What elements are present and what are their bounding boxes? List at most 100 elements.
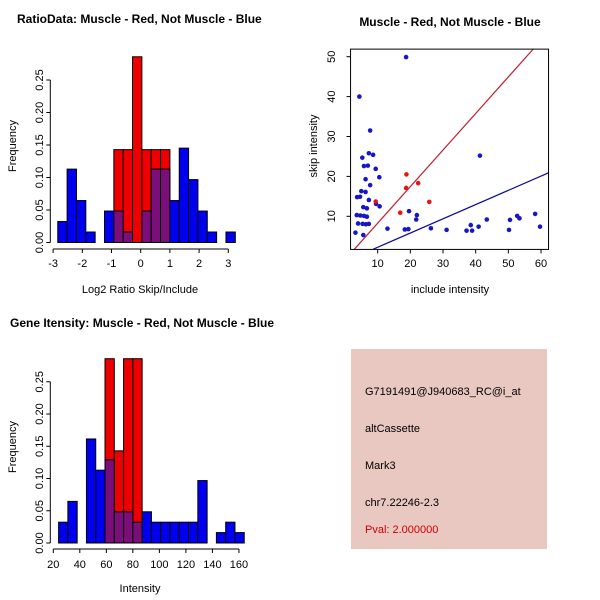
not-muscle-point [370, 152, 376, 158]
not-muscle-point [366, 150, 372, 156]
y-tick-label: 0.25 [34, 371, 46, 392]
x-tick-label: 140 [203, 559, 221, 571]
not-muscle-point [363, 176, 368, 182]
info-panel: G7191491@J940683_RC@i_at altCassette Mar… [351, 349, 547, 549]
scatter-ylabel: skip intensity [308, 114, 320, 178]
not-muscle-hist-bar [234, 532, 245, 544]
x-tick-label: 160 [230, 559, 248, 571]
intensity-scatter-plot: 10 20 30 40 50 60 10 20 30 40 50 [326, 48, 550, 270]
not-muscle-point [359, 188, 364, 194]
not-muscle-point [517, 215, 522, 221]
x-tick-label: 10 [372, 258, 384, 270]
not-muscle-hist-bar [160, 521, 171, 544]
not-muscle-point [476, 224, 481, 229]
not-muscle-hist-bar [225, 521, 236, 544]
overlap-hist-bar [132, 521, 143, 544]
pval-text: Pval: 2.000000 [365, 524, 439, 536]
not-muscle-point [464, 228, 469, 233]
not-muscle-point [414, 212, 420, 218]
overlap-hist-bar [104, 459, 115, 544]
muscle-hist-bar [122, 149, 134, 243]
y-tick-label: 0.15 [34, 436, 46, 457]
not-muscle-point [406, 226, 411, 232]
scatter-xlabel: include intensity [410, 284, 490, 296]
not-muscle-point [360, 155, 365, 160]
muscle-point [404, 172, 409, 177]
not-muscle-hist-bar [141, 511, 152, 544]
not-muscle-point [406, 208, 412, 214]
not-muscle-hist-bar [215, 532, 227, 544]
muscle-hist-bar [132, 358, 143, 544]
y-tick-label: 0.05 [34, 500, 46, 521]
not-muscle-hist-bar [66, 168, 77, 243]
not-muscle-point [357, 94, 362, 99]
not-muscle-point [357, 194, 363, 200]
x-tick-label: 20 [47, 559, 59, 571]
y-tick-label: 0.10 [34, 468, 46, 489]
y-tick-label: 0.20 [34, 403, 46, 424]
x-tick-label: 60 [535, 258, 547, 270]
muscle-point [415, 180, 421, 186]
not-muscle-hist-bar [67, 500, 78, 544]
y-tick-label: 40 [326, 90, 338, 102]
muscle-point [426, 199, 432, 205]
overlap-hist-bar [113, 511, 125, 544]
y-tick-label: 0.05 [34, 199, 46, 220]
not-muscle-point [506, 227, 512, 233]
x-tick-label: 2 [196, 258, 202, 270]
gene-hist-title: Gene Itensity: Muscle - Red, Not Muscle … [10, 316, 275, 330]
not-muscle-point [532, 211, 538, 217]
not-muscle-hist-bar [58, 521, 69, 544]
y-tick-label: 0.10 [34, 167, 46, 188]
not-muscle-point [413, 217, 419, 222]
x-tick-label: -2 [77, 258, 87, 270]
y-tick-label: 0.15 [34, 134, 46, 155]
x-tick-label: 40 [470, 258, 482, 270]
not-muscle-point [360, 204, 366, 210]
not-muscle-point [402, 227, 408, 232]
not-muscle-point [477, 153, 483, 158]
not-muscle-point [444, 227, 449, 233]
not-muscle-hist-bar [103, 210, 115, 243]
x-tick-label: 0 [138, 258, 144, 270]
not-muscle-point [373, 166, 379, 172]
y-tick-label: 0.00 [34, 232, 46, 253]
not-muscle-hist-bar [178, 521, 190, 544]
not-muscle-hist-bar [169, 521, 180, 544]
x-tick-label: -1 [107, 258, 117, 270]
overlap-hist-bar [150, 168, 162, 243]
y-tick-label: 50 [326, 51, 338, 63]
muscle-fit-line [353, 48, 534, 250]
x-tick-label: 100 [150, 559, 168, 571]
overlap-hist-bar [113, 210, 124, 243]
gene-hist-ylabel: Frequency [7, 421, 19, 473]
not-muscle-point [484, 217, 490, 222]
not-muscle-point [358, 213, 363, 218]
not-muscle-point [367, 182, 373, 188]
not-muscle-hist-bar [95, 469, 106, 544]
not-muscle-point [537, 224, 543, 229]
overlap-hist-bar [122, 231, 134, 243]
not-muscle-point [364, 214, 370, 219]
x-tick-label: 3 [225, 258, 231, 270]
overlap-hist-bar [123, 511, 134, 544]
not-muscle-point [355, 221, 361, 226]
not-muscle-point [507, 217, 513, 223]
scatter-title: Muscle - Red, Not Muscle - Blue [359, 15, 541, 29]
not-muscle-point [377, 174, 382, 180]
not-muscle-hist-bar [225, 231, 236, 243]
not-muscle-hist-bar [169, 200, 180, 243]
y-tick-label: 0.00 [34, 532, 46, 553]
not-muscle-hist-bar [206, 231, 218, 243]
not-muscle-point [354, 212, 360, 218]
not-muscle-point [366, 221, 372, 227]
not-muscle-point [365, 163, 371, 168]
not-muscle-point [363, 189, 368, 195]
not-muscle-hist-bar [85, 438, 97, 544]
x-tick-label: 120 [177, 559, 195, 571]
x-tick-label: 40 [74, 559, 86, 571]
plot-frame [350, 48, 550, 250]
x-tick-label: 1 [167, 258, 173, 270]
x-tick-label: -3 [48, 258, 58, 270]
